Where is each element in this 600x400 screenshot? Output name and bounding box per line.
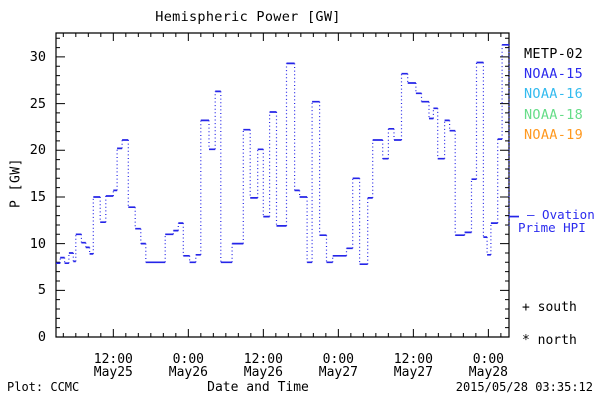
y-tick-label: 20	[29, 142, 46, 159]
south-symbol-label: + south	[522, 300, 577, 315]
y-tick-label: 30	[29, 48, 46, 65]
ovation-legend-line1: — Ovation	[527, 207, 595, 222]
legend-item-noaa-16: NOAA-16	[524, 86, 583, 102]
ovation-legend-line2: Prime HPI	[518, 220, 586, 235]
x-axis-label: Date and Time	[207, 380, 309, 395]
x-tick-label: 12:00 May25	[93, 352, 133, 380]
legend-item-noaa-15: NOAA-15	[524, 66, 583, 82]
y-tick-label: 5	[37, 282, 46, 299]
y-tick-label: 15	[29, 188, 46, 205]
chart-title: Hemispheric Power [GW]	[155, 9, 341, 25]
x-tick-label: 12:00 May26	[243, 352, 283, 380]
x-tick-label: 0:00 May27	[318, 352, 358, 380]
x-tick-label: 12:00 May27	[393, 352, 433, 380]
y-tick-label: 10	[29, 235, 46, 252]
legend-item-noaa-18: NOAA-18	[524, 107, 583, 123]
north-symbol-label: * north	[522, 333, 577, 348]
legend-item-noaa-19: NOAA-19	[524, 127, 583, 143]
y-tick-label: 0	[37, 329, 46, 345]
timestamp: 2015/05/28 03:35:12	[455, 380, 593, 394]
y-tick-label: 25	[29, 95, 46, 112]
legend-item-metp-02: METP-02	[524, 46, 583, 62]
x-tick-label: 0:00 May26	[168, 352, 208, 380]
x-tick-label: 0:00 May28	[468, 352, 508, 380]
plot-credit: Plot: CCMC	[7, 380, 80, 394]
